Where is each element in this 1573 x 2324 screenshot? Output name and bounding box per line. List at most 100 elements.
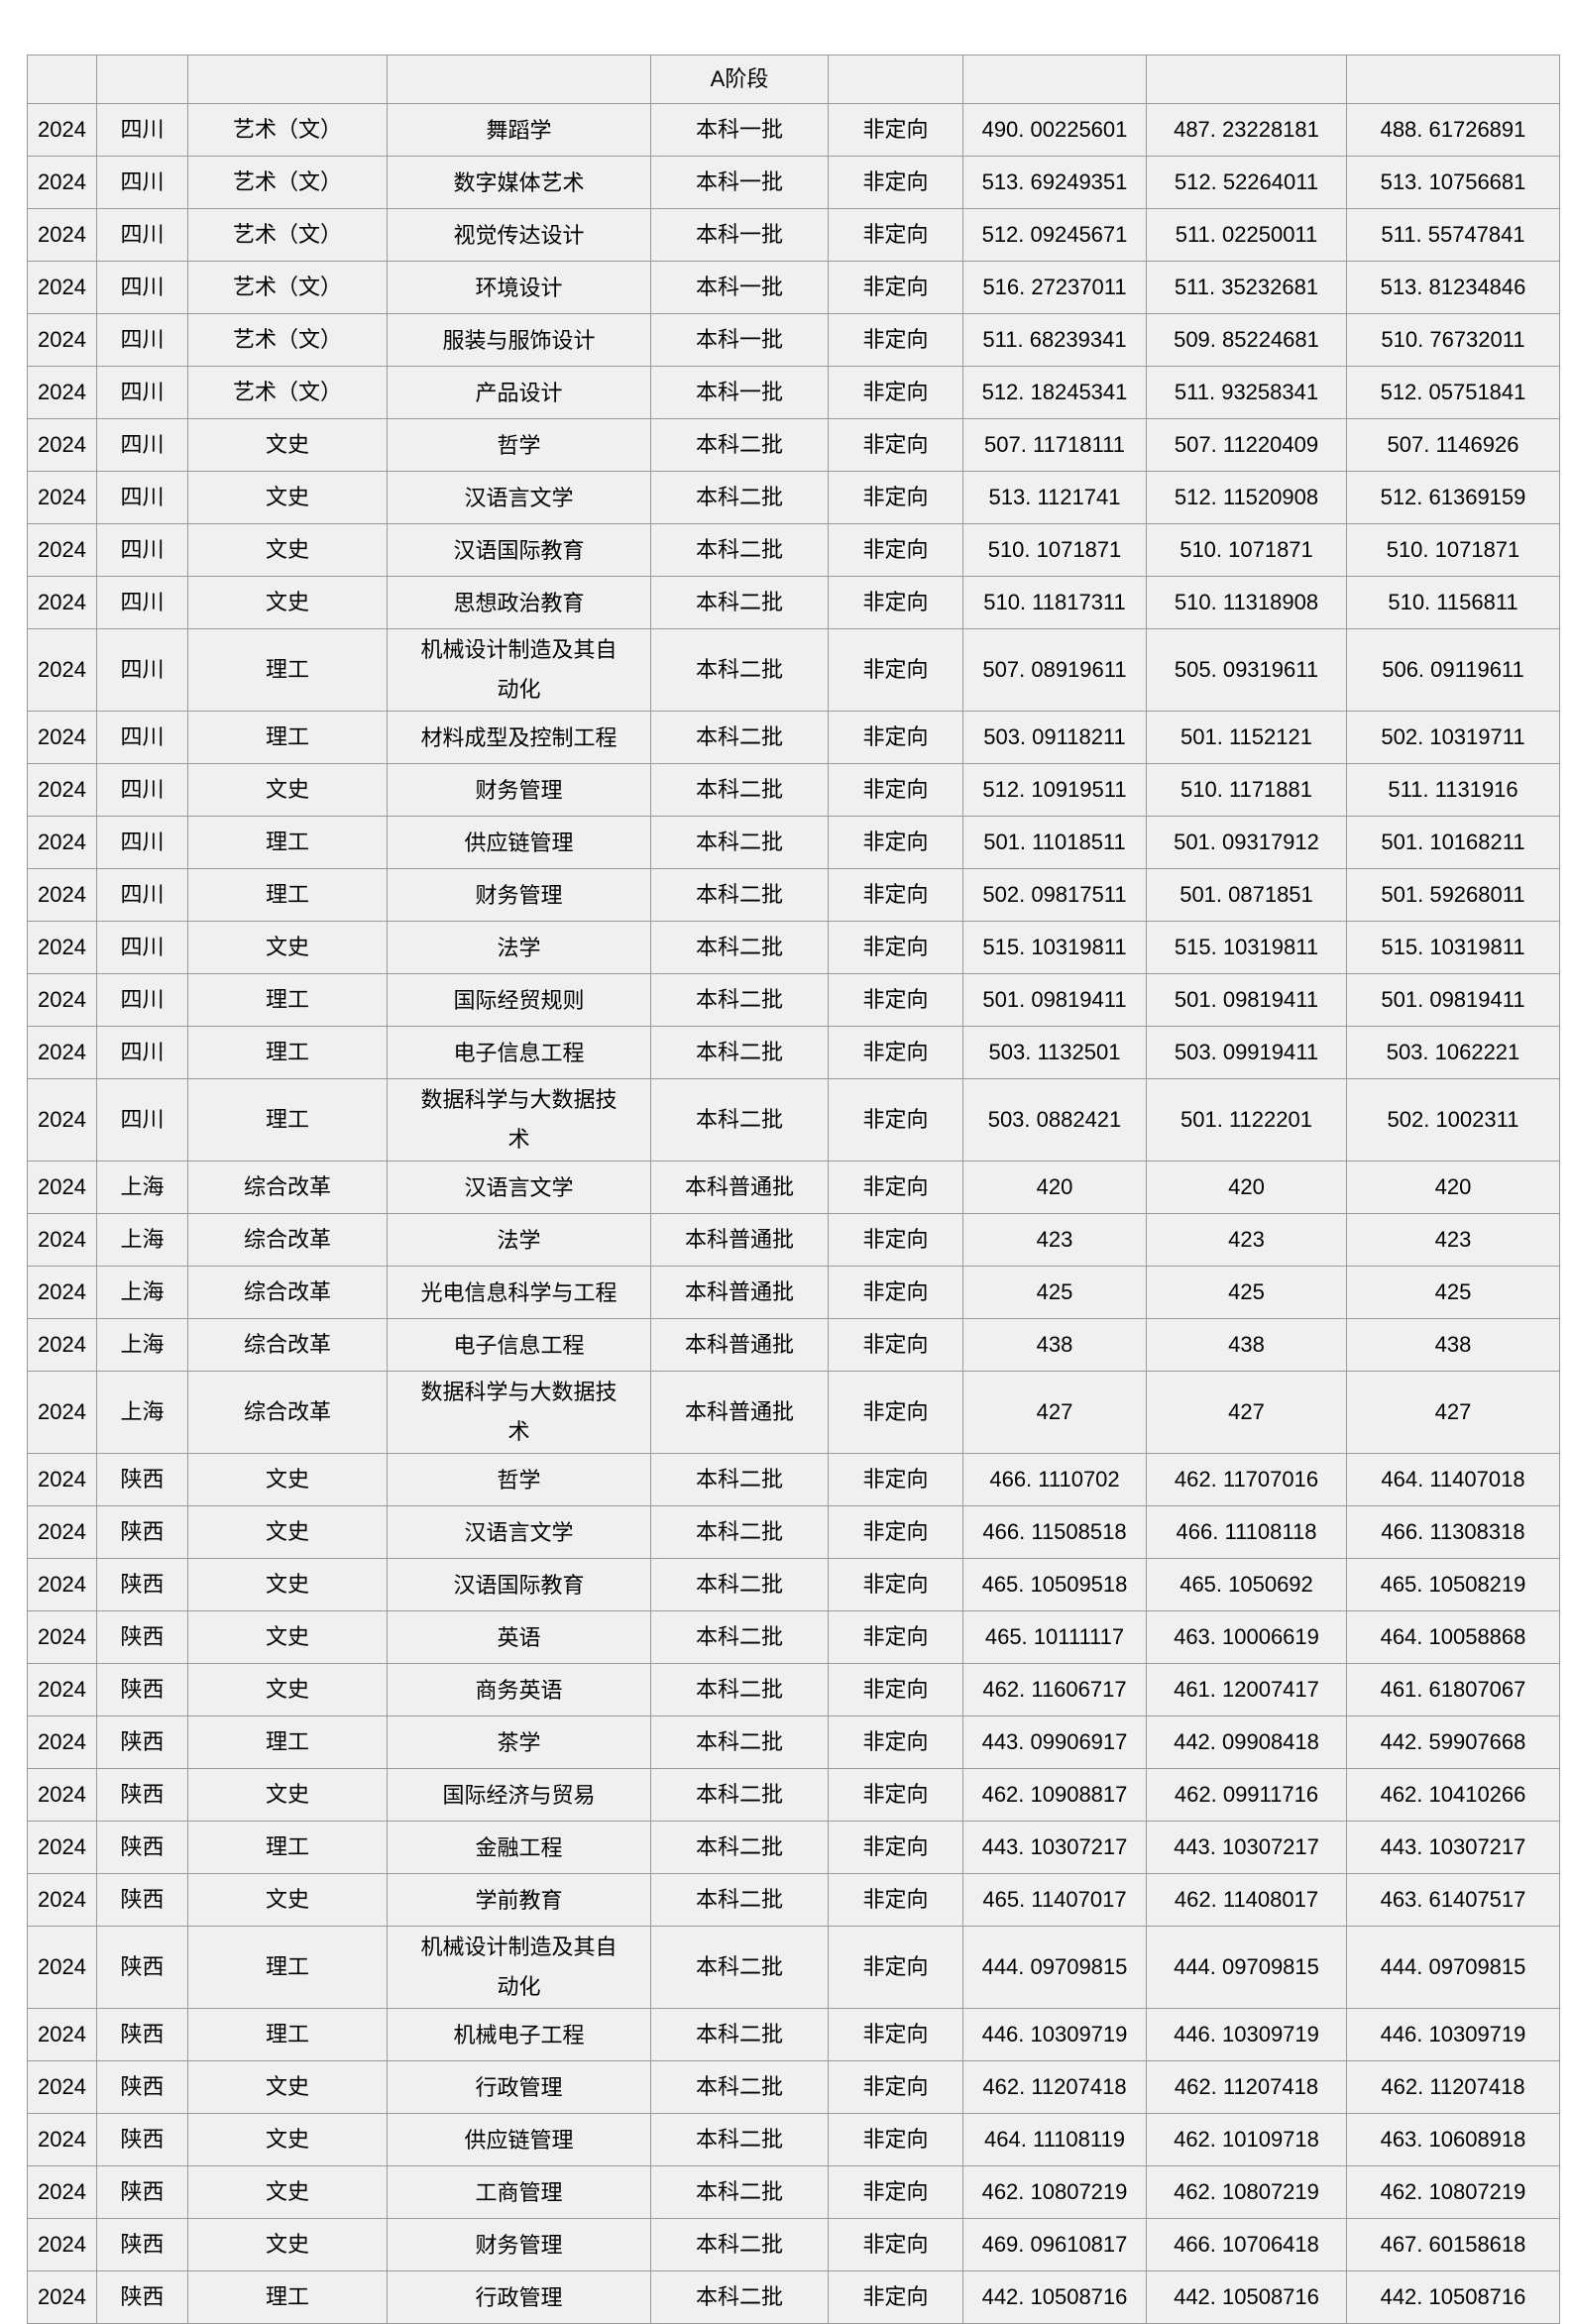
cell-score-2: 505. 09319611 <box>1146 628 1347 712</box>
cell-major: 光电信息科学与工程 <box>387 1266 651 1319</box>
header-cell-stage: A阶段 <box>650 55 829 104</box>
cell-batch: 本科二批 <box>650 628 829 712</box>
cell-year: 2024 <box>27 1026 97 1079</box>
table-row: 2024 四川 理工 机械设计制造及其自动化 本科二批 非定向 507. 08919611 5… <box>27 628 1560 712</box>
cell-batch: 本科一批 <box>650 103 829 157</box>
cell-year: 2024 <box>27 1453 97 1506</box>
table-row: 2024 四川 理工 数据科学与大数据技术 本科二批 非定向 503. 0882421 501… <box>27 1078 1560 1162</box>
table-row: 2024 上海 综合改革 电子信息工程 本科普通批 非定向 438 438 438 <box>27 1318 1560 1372</box>
cell-direction: 非定向 <box>828 1558 963 1611</box>
cell-category: 综合改革 <box>187 1266 388 1319</box>
cell-year: 2024 <box>27 523 97 577</box>
header-cell-province <box>96 55 188 104</box>
cell-batch: 本科二批 <box>650 2008 829 2061</box>
cell-direction: 非定向 <box>828 1926 963 2009</box>
cell-score-3: 512. 61369159 <box>1346 471 1560 524</box>
table-row: 2024 四川 艺术（文） 数字媒体艺术 本科一批 非定向 513. 69249351 512… <box>27 156 1560 209</box>
major-name: 商务英语 <box>475 1677 563 1703</box>
cell-score-1: 516. 27237011 <box>962 261 1147 314</box>
cell-province: 四川 <box>96 763 188 817</box>
cell-batch: 本科二批 <box>650 2270 829 2324</box>
major-name: 行政管理 <box>475 2284 563 2310</box>
cell-major: 财务管理 <box>387 763 651 817</box>
cell-category: 文史 <box>187 418 388 472</box>
cell-batch: 本科二批 <box>650 576 829 629</box>
cell-score-1: 501. 09819411 <box>962 973 1147 1027</box>
header-cell-score-3 <box>1346 55 1560 104</box>
major-name: 哲学 <box>497 1467 541 1493</box>
cell-score-2: 427 <box>1146 1371 1347 1454</box>
cell-major: 机械设计制造及其自动化 <box>387 628 651 712</box>
cell-batch: 本科二批 <box>650 1610 829 1664</box>
cell-batch: 本科普通批 <box>650 1318 829 1372</box>
cell-score-3: 463. 10608918 <box>1346 2113 1560 2166</box>
cell-score-3: 462. 10807219 <box>1346 2165 1560 2219</box>
major-name: 哲学 <box>497 432 541 458</box>
cell-batch: 本科一批 <box>650 261 829 314</box>
cell-batch: 本科一批 <box>650 366 829 419</box>
major-name: 财务管理 <box>475 882 563 908</box>
cell-major: 视觉传达设计 <box>387 208 651 262</box>
cell-score-1: 501. 11018511 <box>962 816 1147 869</box>
cell-score-1: 465. 10111117 <box>962 1610 1147 1664</box>
cell-province: 上海 <box>96 1161 188 1214</box>
cell-direction: 非定向 <box>828 1161 963 1214</box>
cell-score-1: 466. 11508518 <box>962 1505 1147 1559</box>
cell-category: 文史 <box>187 523 388 577</box>
major-name: 财务管理 <box>475 777 563 803</box>
cell-score-2: 501. 09317912 <box>1146 816 1347 869</box>
cell-major: 机械设计制造及其自动化 <box>387 1926 651 2009</box>
major-name: 机械电子工程 <box>453 2022 585 2047</box>
cell-batch: 本科二批 <box>650 418 829 472</box>
cell-province: 四川 <box>96 711 188 764</box>
cell-score-3: 467. 60158618 <box>1346 2218 1560 2271</box>
cell-major: 产品设计 <box>387 366 651 419</box>
cell-major: 英语 <box>387 1610 651 1664</box>
cell-major: 思想政治教育 <box>387 576 651 629</box>
cell-year: 2024 <box>27 1505 97 1559</box>
cell-score-3: 513. 81234846 <box>1346 261 1560 314</box>
table-row: 2024 陕西 文史 商务英语 本科二批 非定向 462. 11606717 461. 120… <box>27 1663 1560 1716</box>
cell-score-3: 420 <box>1346 1161 1560 1214</box>
cell-score-3: 462. 11207418 <box>1346 2060 1560 2114</box>
table-row: 2024 四川 文史 哲学 本科二批 非定向 507. 11718111 507. 11220… <box>27 418 1560 472</box>
cell-major: 金融工程 <box>387 1821 651 1874</box>
cell-major: 商务英语 <box>387 1663 651 1716</box>
cell-category: 文史 <box>187 1873 388 1927</box>
major-name: 舞蹈学 <box>486 117 552 143</box>
cell-year: 2024 <box>27 816 97 869</box>
cell-province: 陕西 <box>96 2113 188 2166</box>
cell-direction: 非定向 <box>828 1663 963 1716</box>
cell-score-2: 487. 23228181 <box>1146 103 1347 157</box>
cell-score-1: 425 <box>962 1266 1147 1319</box>
scores-table: A阶段 2024 四川 艺术（文） 舞蹈学 本科一批 非定向 490. 00225601 48… <box>27 55 1560 2324</box>
major-name: 材料成型及控制工程 <box>420 724 618 750</box>
cell-province: 陕西 <box>96 1610 188 1664</box>
cell-category: 文史 <box>187 1558 388 1611</box>
cell-score-3: 511. 55747841 <box>1346 208 1560 262</box>
cell-batch: 本科二批 <box>650 816 829 869</box>
page: { "colors": { "page_background": "#fffff… <box>27 55 1560 2324</box>
table-row: 2024 四川 理工 电子信息工程 本科二批 非定向 503. 1132501 503. 09… <box>27 1026 1560 1079</box>
cell-score-3: 502. 10319711 <box>1346 711 1560 764</box>
cell-score-2: 462. 10807219 <box>1146 2165 1347 2219</box>
cell-score-3: 442. 10508716 <box>1346 2270 1560 2324</box>
cell-direction: 非定向 <box>828 1821 963 1874</box>
cell-direction: 非定向 <box>828 1453 963 1506</box>
cell-major: 数据科学与大数据技术 <box>387 1078 651 1162</box>
cell-major: 供应链管理 <box>387 2113 651 2166</box>
cell-score-2: 501. 0871851 <box>1146 868 1347 922</box>
cell-score-1: 423 <box>962 1213 1147 1267</box>
cell-score-3: 464. 11407018 <box>1346 1453 1560 1506</box>
cell-year: 2024 <box>27 628 97 712</box>
cell-year: 2024 <box>27 576 97 629</box>
cell-score-2: 438 <box>1146 1318 1347 1372</box>
cell-province: 陕西 <box>96 2165 188 2219</box>
cell-category: 文史 <box>187 921 388 974</box>
cell-score-2: 510. 1171881 <box>1146 763 1347 817</box>
cell-category: 文史 <box>187 1505 388 1559</box>
cell-province: 四川 <box>96 973 188 1027</box>
cell-score-2: 466. 11108118 <box>1146 1505 1347 1559</box>
cell-batch: 本科二批 <box>650 868 829 922</box>
header-cell-year <box>27 55 97 104</box>
